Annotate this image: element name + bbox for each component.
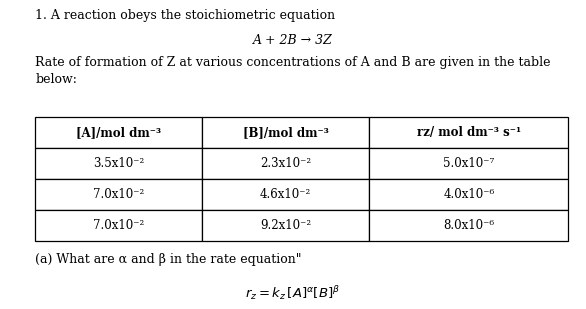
- FancyBboxPatch shape: [35, 210, 202, 241]
- Text: 7.0x10⁻²: 7.0x10⁻²: [93, 219, 144, 232]
- Text: 2.3x10⁻²: 2.3x10⁻²: [260, 157, 311, 170]
- FancyBboxPatch shape: [202, 117, 369, 148]
- FancyBboxPatch shape: [35, 179, 202, 210]
- Text: (a) What are α and β in the rate equation": (a) What are α and β in the rate equatio…: [35, 253, 302, 266]
- FancyBboxPatch shape: [35, 117, 202, 148]
- Text: 1. A reaction obeys the stoichiometric equation: 1. A reaction obeys the stoichiometric e…: [35, 9, 335, 22]
- FancyBboxPatch shape: [369, 148, 568, 179]
- Text: $r_z = k_z\,[A]^{\alpha}[B]^{\beta}$: $r_z = k_z\,[A]^{\alpha}[B]^{\beta}$: [246, 284, 340, 302]
- Text: 7.0x10⁻²: 7.0x10⁻²: [93, 188, 144, 201]
- FancyBboxPatch shape: [369, 117, 568, 148]
- FancyBboxPatch shape: [202, 210, 369, 241]
- FancyBboxPatch shape: [202, 148, 369, 179]
- FancyBboxPatch shape: [202, 179, 369, 210]
- Text: 4.0x10⁻⁶: 4.0x10⁻⁶: [443, 188, 495, 201]
- Text: 9.2x10⁻²: 9.2x10⁻²: [260, 219, 311, 232]
- Text: 5.0x10⁻⁷: 5.0x10⁻⁷: [443, 157, 495, 170]
- Text: rz/ mol dm⁻³ s⁻¹: rz/ mol dm⁻³ s⁻¹: [417, 126, 521, 139]
- Text: [B]/mol dm⁻³: [B]/mol dm⁻³: [243, 126, 329, 139]
- Text: [A]/mol dm⁻³: [A]/mol dm⁻³: [76, 126, 161, 139]
- Text: Rate of formation of Z at various concentrations of A and B are given in the tab: Rate of formation of Z at various concen…: [35, 56, 551, 86]
- Text: 3.5x10⁻²: 3.5x10⁻²: [93, 157, 144, 170]
- FancyBboxPatch shape: [369, 210, 568, 241]
- Text: 4.6x10⁻²: 4.6x10⁻²: [260, 188, 311, 201]
- Text: 8.0x10⁻⁶: 8.0x10⁻⁶: [443, 219, 495, 232]
- Text: A + 2B → 3Z: A + 2B → 3Z: [253, 34, 333, 47]
- FancyBboxPatch shape: [35, 148, 202, 179]
- FancyBboxPatch shape: [369, 179, 568, 210]
